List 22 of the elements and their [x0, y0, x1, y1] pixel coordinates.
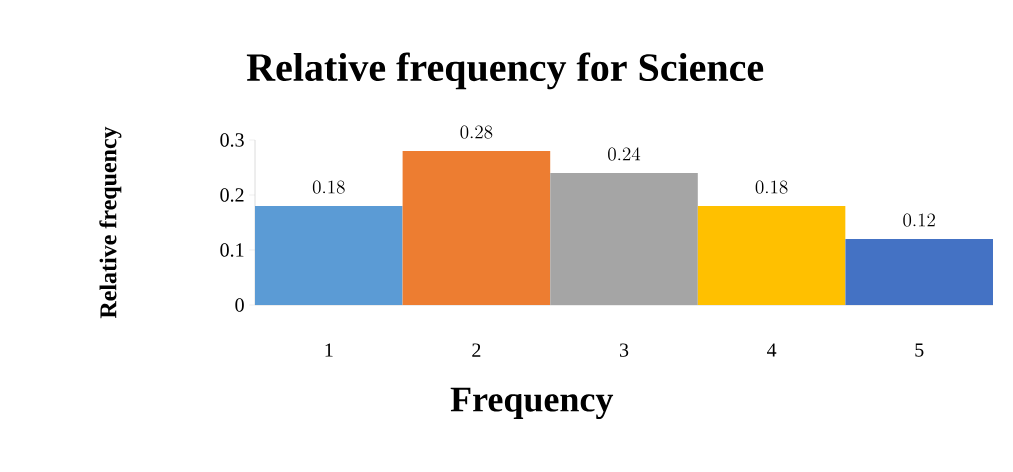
- y-tick-label: 0.2: [220, 188, 244, 202]
- x-axis-title: Frequency: [450, 387, 614, 420]
- chart-title: Relative frequency for Science: [246, 52, 764, 90]
- bar: [402, 151, 551, 305]
- bar: [845, 239, 993, 305]
- x-tick-label: 4: [767, 343, 777, 357]
- y-axis-title: Relative frequency: [99, 126, 122, 319]
- data-label: 0. 12: [903, 213, 935, 227]
- x-tick-label: 5: [915, 343, 924, 357]
- y-tick-label: 0: [235, 298, 244, 312]
- data-label: 0.28: [460, 125, 493, 139]
- bar: [697, 206, 846, 305]
- x-tick-label: 2: [472, 343, 481, 357]
- x-tick-label: 1: [325, 343, 333, 357]
- data-label: 0. 18: [312, 180, 345, 194]
- x-tick-label: 3: [619, 343, 629, 357]
- y-tick-label: 0.3: [220, 133, 244, 147]
- bar: [550, 173, 698, 305]
- data-label: 0.24: [608, 147, 641, 161]
- bar: [255, 206, 403, 305]
- data-label: 0. 18: [755, 180, 788, 194]
- y-tick-label: 0.1: [220, 243, 244, 257]
